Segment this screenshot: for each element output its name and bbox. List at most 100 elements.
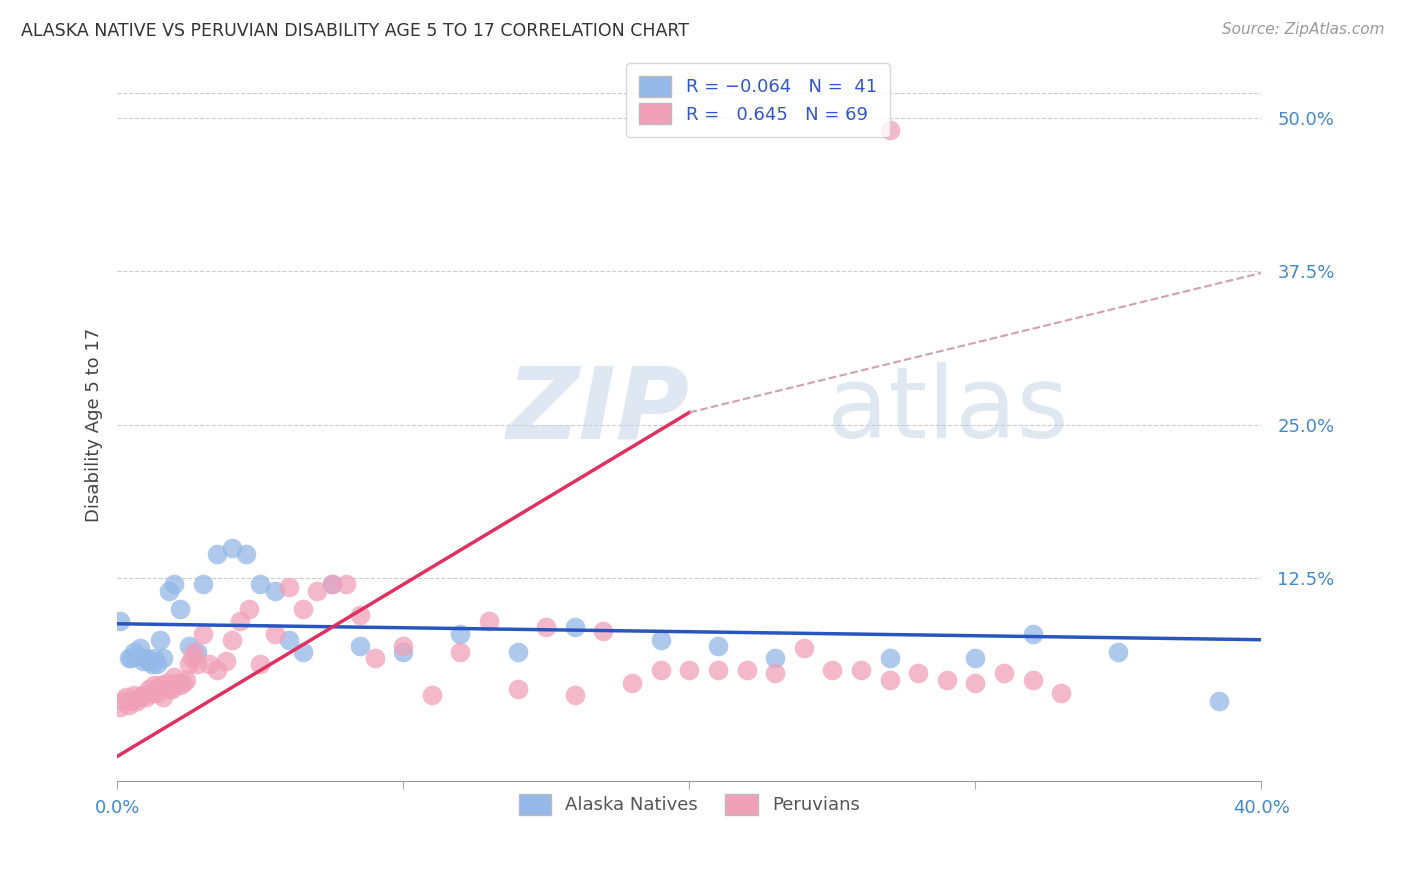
Legend: Alaska Natives, Peruvians: Alaska Natives, Peruvians: [508, 783, 870, 825]
Point: [592, 624, 614, 639]
Text: ZIP: ZIP: [506, 362, 689, 459]
Point: [160, 681, 183, 696]
Point: [127, 694, 149, 708]
Point: [132, 688, 155, 702]
Point: [191, 626, 214, 640]
Point: [146, 685, 169, 699]
Point: [536, 620, 558, 634]
Point: [349, 608, 371, 623]
Point: [117, 651, 139, 665]
Point: [292, 602, 315, 616]
Point: [121, 694, 143, 708]
Point: [191, 577, 214, 591]
Point: [263, 583, 285, 598]
Point: [793, 641, 815, 656]
Point: [166, 675, 188, 690]
Point: [392, 639, 415, 653]
Point: [650, 664, 672, 678]
Point: [1050, 685, 1073, 699]
Point: [249, 657, 271, 672]
Point: [138, 654, 160, 668]
Point: [307, 583, 329, 598]
Point: [143, 678, 166, 692]
Point: [763, 665, 786, 680]
Point: [349, 639, 371, 653]
Point: [124, 688, 146, 702]
Point: [124, 645, 146, 659]
Point: [129, 690, 152, 705]
Point: [321, 577, 343, 591]
Point: [235, 547, 257, 561]
Point: [229, 615, 252, 629]
Point: [135, 690, 157, 705]
Point: [141, 685, 163, 699]
Point: [121, 651, 143, 665]
Point: [127, 648, 149, 663]
Point: [449, 626, 471, 640]
Point: [277, 632, 299, 647]
Point: [169, 678, 191, 692]
Point: [221, 541, 243, 555]
Point: [111, 694, 134, 708]
Text: atlas: atlas: [827, 362, 1069, 459]
Point: [186, 645, 208, 659]
Point: [707, 664, 730, 678]
Point: [132, 654, 155, 668]
Point: [207, 547, 229, 561]
Point: [183, 645, 205, 659]
Point: [174, 673, 197, 688]
Point: [678, 664, 700, 678]
Point: [392, 645, 415, 659]
Point: [335, 577, 357, 591]
Point: [152, 690, 174, 705]
Point: [263, 626, 285, 640]
Y-axis label: Disability Age 5 to 17: Disability Age 5 to 17: [86, 327, 103, 522]
Point: [146, 657, 169, 672]
Point: [506, 681, 529, 696]
Point: [135, 651, 157, 665]
Point: [117, 698, 139, 712]
Point: [172, 675, 194, 690]
Point: [129, 641, 152, 656]
Point: [707, 639, 730, 653]
Point: [1208, 694, 1230, 708]
Point: [169, 602, 191, 616]
Point: [155, 675, 177, 690]
Point: [177, 657, 200, 672]
Point: [114, 690, 136, 705]
Point: [207, 664, 229, 678]
Point: [821, 664, 844, 678]
Point: [965, 675, 987, 690]
Point: [152, 651, 174, 665]
Point: [879, 123, 901, 137]
Point: [186, 657, 208, 672]
Point: [163, 577, 186, 591]
Point: [157, 681, 180, 696]
Point: [907, 665, 929, 680]
Point: [143, 651, 166, 665]
Point: [1021, 626, 1043, 640]
Point: [849, 664, 872, 678]
Point: [138, 681, 160, 696]
Point: [735, 664, 758, 678]
Point: [197, 657, 219, 672]
Point: [1021, 673, 1043, 688]
Text: ALASKA NATIVE VS PERUVIAN DISABILITY AGE 5 TO 17 CORRELATION CHART: ALASKA NATIVE VS PERUVIAN DISABILITY AGE…: [21, 22, 689, 40]
Point: [149, 632, 172, 647]
Point: [763, 651, 786, 665]
Text: 40.0%: 40.0%: [1233, 799, 1289, 817]
Point: [163, 669, 186, 683]
Point: [177, 639, 200, 653]
Point: [1107, 645, 1129, 659]
Point: [478, 615, 501, 629]
Point: [292, 645, 315, 659]
Point: [506, 645, 529, 659]
Point: [180, 651, 202, 665]
Point: [621, 675, 644, 690]
Point: [277, 580, 299, 594]
Point: [879, 673, 901, 688]
Point: [321, 577, 343, 591]
Point: [564, 620, 586, 634]
Text: Source: ZipAtlas.com: Source: ZipAtlas.com: [1222, 22, 1385, 37]
Point: [221, 632, 243, 647]
